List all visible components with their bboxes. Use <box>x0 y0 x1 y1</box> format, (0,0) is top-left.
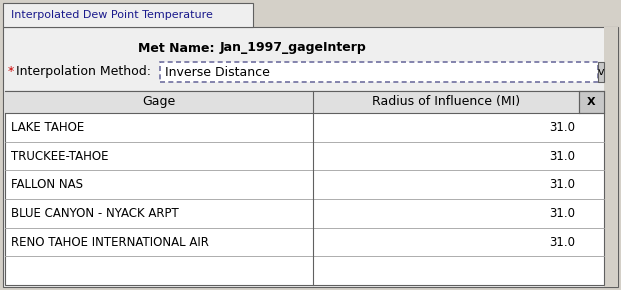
Text: Inverse Distance: Inverse Distance <box>165 66 270 79</box>
Text: v: v <box>597 67 604 77</box>
Text: Radius of Influence (MI): Radius of Influence (MI) <box>372 95 520 108</box>
Text: 31.0: 31.0 <box>549 121 575 134</box>
Text: 31.0: 31.0 <box>549 235 575 249</box>
Bar <box>5 91 314 113</box>
Bar <box>3 3 253 27</box>
Bar <box>598 62 604 82</box>
Text: 31.0: 31.0 <box>549 150 575 162</box>
Text: 31.0: 31.0 <box>549 207 575 220</box>
Bar <box>3 27 618 287</box>
Text: RENO TAHOE INTERNATIONAL AIR: RENO TAHOE INTERNATIONAL AIR <box>11 235 209 249</box>
Text: LAKE TAHOE: LAKE TAHOE <box>11 121 84 134</box>
Text: BLUE CANYON - NYACK ARPT: BLUE CANYON - NYACK ARPT <box>11 207 179 220</box>
Text: Jan_1997_gageInterp: Jan_1997_gageInterp <box>220 41 367 55</box>
Text: X: X <box>587 97 596 107</box>
Text: TRUCKEE-TAHOE: TRUCKEE-TAHOE <box>11 150 109 162</box>
Text: *: * <box>8 66 14 79</box>
Bar <box>5 91 604 285</box>
Bar <box>604 27 618 287</box>
Text: Met Name:: Met Name: <box>138 41 215 55</box>
Text: Interpolated Dew Point Temperature: Interpolated Dew Point Temperature <box>11 10 213 20</box>
Text: 31.0: 31.0 <box>549 178 575 191</box>
Text: FALLON NAS: FALLON NAS <box>11 178 83 191</box>
Bar <box>579 91 604 113</box>
Text: Interpolation Method:: Interpolation Method: <box>16 66 151 79</box>
Bar <box>314 91 579 113</box>
Bar <box>160 62 598 82</box>
Text: Gage: Gage <box>143 95 176 108</box>
